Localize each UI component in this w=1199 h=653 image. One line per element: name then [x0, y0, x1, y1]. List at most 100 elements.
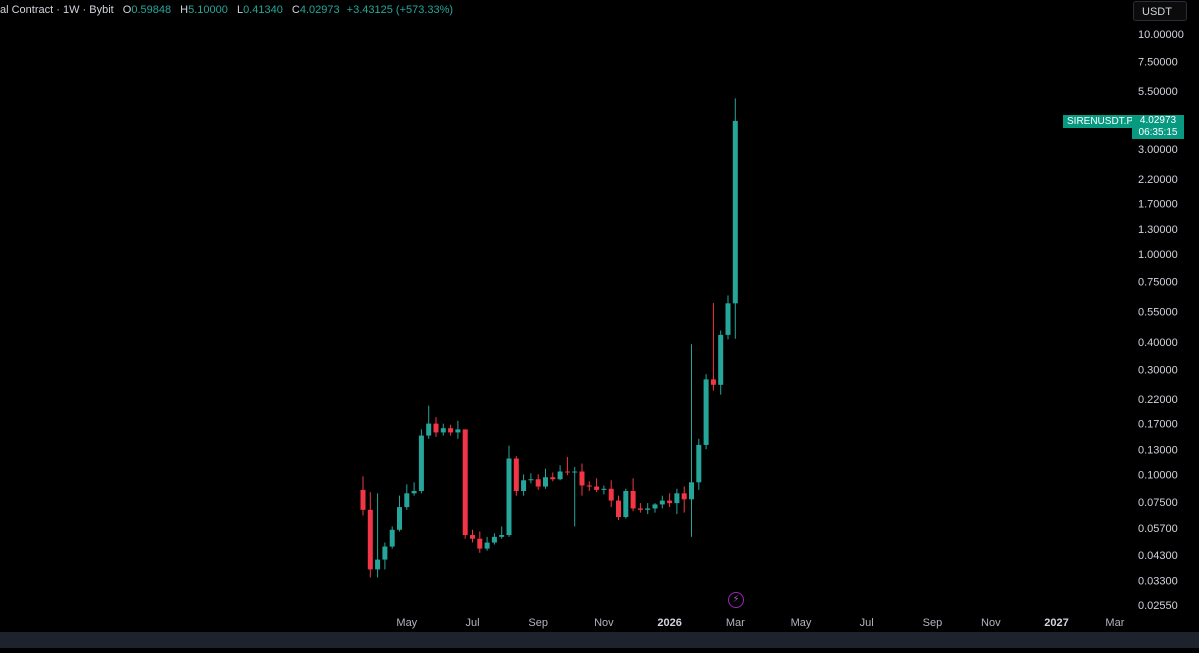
candle-body	[550, 477, 556, 480]
price-tick-label: 0.05700	[1138, 523, 1178, 535]
price-tick-label: 0.13000	[1138, 444, 1178, 456]
bar-countdown: 06:35:15	[1138, 127, 1178, 138]
time-tick-label: Mar	[1105, 617, 1124, 629]
price-tick-label: 0.55000	[1138, 306, 1178, 318]
price-tick-label: 1.00000	[1138, 249, 1178, 261]
time-tick-label: 2026	[657, 617, 681, 629]
open-label: O	[122, 4, 132, 16]
candle-body	[696, 444, 702, 483]
candle-body	[448, 428, 454, 433]
candle	[433, 417, 439, 437]
candle	[586, 481, 592, 492]
candle-body	[659, 500, 665, 505]
candle	[564, 456, 570, 476]
candle-body	[440, 428, 446, 433]
price-tick-label: 0.10000	[1138, 469, 1178, 481]
candle	[418, 429, 424, 494]
candle	[579, 463, 585, 496]
candles-layer	[360, 98, 738, 578]
price-tick-label: 0.17000	[1138, 419, 1178, 431]
candle	[703, 374, 709, 450]
close-label: C	[291, 4, 300, 16]
candle-body	[506, 458, 512, 536]
time-tick-label: Jul	[860, 617, 874, 629]
candle-body	[513, 458, 519, 492]
candle	[411, 482, 417, 496]
candle	[528, 473, 534, 484]
candle	[725, 295, 731, 340]
close-value: 4.02973	[299, 4, 340, 16]
time-tick-label: Sep	[528, 617, 548, 629]
price-tick-label: 7.50000	[1138, 57, 1178, 69]
candle	[616, 495, 621, 521]
price-tick-label: 1.70000	[1138, 198, 1178, 210]
candle-body	[586, 485, 592, 487]
candle-body	[521, 480, 527, 492]
candle	[477, 531, 483, 553]
candle-body	[725, 303, 731, 335]
time-tick-label: 2027	[1044, 617, 1068, 629]
candle	[623, 488, 629, 519]
high-value: 5.10000	[188, 4, 228, 16]
candle	[535, 474, 541, 490]
candle	[681, 486, 687, 513]
currency-button[interactable]: USDT	[1133, 1, 1187, 21]
open-value: 0.59848	[131, 4, 172, 16]
candle	[557, 465, 563, 481]
last-price-tag: 4.02973 06:35:15	[1132, 115, 1184, 139]
candle-body	[418, 435, 424, 492]
high-label: H	[180, 4, 189, 16]
candle	[601, 485, 607, 495]
candle	[367, 492, 373, 578]
candle	[674, 488, 680, 515]
candle	[718, 330, 724, 395]
candle	[667, 493, 673, 508]
candle-body	[652, 504, 658, 509]
candle	[375, 493, 381, 578]
candle	[652, 503, 658, 513]
price-tick-label: 0.22000	[1138, 394, 1178, 406]
bottom-toolbar	[0, 632, 1199, 648]
candle-body	[360, 489, 366, 510]
candle-body	[689, 482, 694, 500]
time-tick-label: Jul	[465, 617, 479, 629]
price-tick-label: 0.40000	[1138, 337, 1178, 349]
candle-body	[579, 471, 585, 486]
price-tick-label: 5.50000	[1138, 86, 1178, 98]
candle	[732, 98, 738, 339]
candle	[608, 480, 614, 508]
candle	[455, 420, 461, 439]
last-price-value: 4.02973	[1139, 115, 1177, 126]
time-tick-label: Nov	[594, 617, 614, 629]
price-tick-label: 0.75000	[1138, 277, 1178, 289]
time-axis: May Jul Sep Nov 2026 Mar May Jul Sep Nov 2027 Mar	[396, 617, 1124, 629]
candle	[645, 503, 651, 515]
candle-body	[375, 559, 381, 570]
time-tick-label: Mar	[726, 617, 745, 629]
candle	[550, 472, 556, 482]
candle	[630, 478, 636, 512]
candle-body	[470, 535, 475, 539]
candle-body	[491, 536, 497, 543]
candle-body	[572, 471, 578, 473]
candle	[689, 344, 694, 537]
time-tick-label: Nov	[981, 617, 1001, 629]
candle	[397, 495, 402, 532]
ohlc-legend: al Contract · 1W · Bybit O0.59848 H5.100…	[0, 3, 453, 17]
candle	[389, 526, 395, 549]
candle	[637, 503, 643, 513]
lightning-icon[interactable]: ⚡	[728, 592, 744, 608]
candle-body	[404, 493, 410, 508]
candle-body	[367, 509, 373, 570]
candle	[594, 478, 600, 493]
candle-body	[382, 546, 388, 560]
candle-body	[718, 334, 724, 385]
price-tick-label: 1.30000	[1138, 224, 1178, 236]
price-tick-label: 0.30000	[1138, 364, 1178, 376]
candle-body	[681, 493, 687, 500]
candle-body	[411, 491, 417, 494]
candle-body	[667, 500, 673, 504]
candle-body	[455, 429, 461, 433]
